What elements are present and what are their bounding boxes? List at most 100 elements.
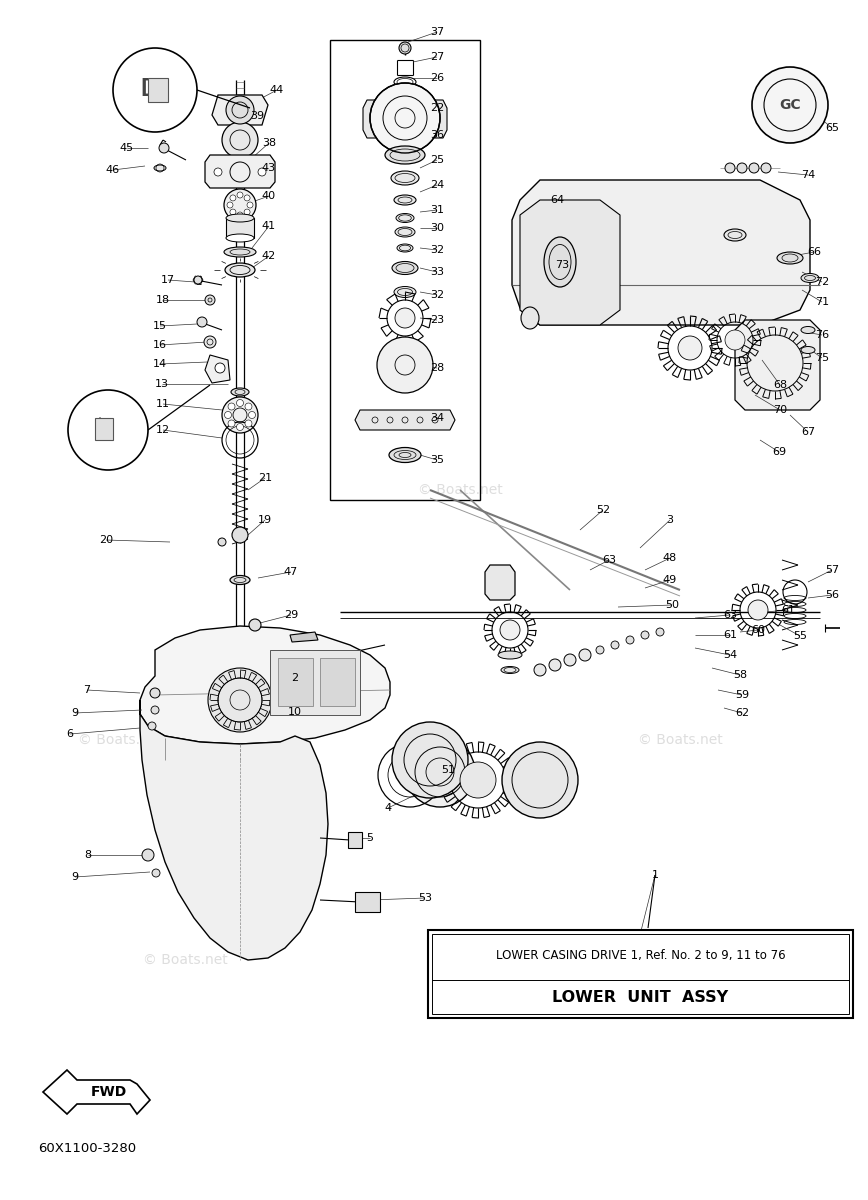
- Circle shape: [249, 619, 261, 631]
- Circle shape: [204, 336, 216, 348]
- Circle shape: [258, 168, 266, 176]
- Text: 44: 44: [270, 85, 284, 95]
- Text: 27: 27: [430, 52, 444, 62]
- Text: 2: 2: [292, 673, 299, 683]
- Circle shape: [596, 646, 604, 654]
- Text: 58: 58: [733, 670, 747, 680]
- Text: 7: 7: [83, 685, 90, 695]
- Text: 3: 3: [667, 515, 674, 526]
- Ellipse shape: [394, 194, 416, 205]
- Circle shape: [159, 143, 169, 152]
- Text: |: |: [160, 83, 164, 97]
- Text: 56: 56: [825, 590, 839, 600]
- Ellipse shape: [501, 666, 519, 673]
- Circle shape: [247, 202, 253, 208]
- Text: LOWER  UNIT  ASSY: LOWER UNIT ASSY: [552, 990, 728, 1006]
- Circle shape: [678, 336, 702, 360]
- Text: 24: 24: [430, 180, 444, 190]
- Polygon shape: [140, 626, 390, 744]
- Text: 14: 14: [153, 359, 167, 370]
- Text: FWD: FWD: [91, 1085, 127, 1099]
- Circle shape: [236, 400, 244, 407]
- Text: © Boats.net: © Boats.net: [77, 733, 162, 746]
- Ellipse shape: [225, 263, 255, 277]
- Circle shape: [228, 420, 235, 427]
- Polygon shape: [140, 700, 328, 960]
- Circle shape: [214, 168, 222, 176]
- Circle shape: [534, 664, 546, 676]
- Text: 43: 43: [262, 163, 276, 173]
- Text: 65: 65: [825, 122, 839, 133]
- Circle shape: [215, 362, 225, 373]
- Polygon shape: [226, 218, 254, 238]
- Circle shape: [500, 620, 520, 640]
- Text: 60: 60: [751, 625, 765, 635]
- Circle shape: [737, 163, 747, 173]
- Text: └: └: [95, 419, 105, 437]
- Circle shape: [611, 641, 619, 649]
- Circle shape: [245, 420, 252, 427]
- Text: 72: 72: [815, 277, 829, 287]
- Text: 34: 34: [430, 413, 444, 422]
- Circle shape: [549, 659, 561, 671]
- Text: 25: 25: [430, 155, 444, 164]
- Circle shape: [228, 403, 235, 410]
- Polygon shape: [290, 632, 318, 642]
- Text: 28: 28: [430, 362, 444, 373]
- Text: 12: 12: [156, 425, 170, 434]
- Bar: [278, 658, 313, 706]
- Circle shape: [752, 67, 828, 143]
- Text: 62: 62: [735, 708, 749, 718]
- Ellipse shape: [231, 388, 249, 396]
- Ellipse shape: [777, 252, 803, 264]
- Text: 11: 11: [156, 398, 170, 409]
- Text: 9: 9: [71, 708, 79, 718]
- Text: 1: 1: [652, 870, 659, 880]
- Text: 74: 74: [801, 170, 815, 180]
- Ellipse shape: [394, 287, 416, 298]
- Text: 63: 63: [602, 554, 616, 565]
- Circle shape: [113, 48, 197, 132]
- Text: © Boats.net: © Boats.net: [488, 953, 572, 967]
- Text: 37: 37: [430, 26, 444, 37]
- Ellipse shape: [389, 448, 421, 462]
- Ellipse shape: [396, 214, 414, 222]
- Text: 71: 71: [815, 296, 829, 307]
- Text: 8: 8: [84, 850, 91, 860]
- Text: 33: 33: [430, 266, 444, 277]
- Text: 63: 63: [723, 610, 737, 620]
- Text: 66: 66: [807, 247, 821, 257]
- Text: 50: 50: [665, 600, 679, 610]
- Circle shape: [377, 337, 433, 392]
- Text: 38: 38: [262, 138, 276, 148]
- Text: 32: 32: [430, 245, 444, 254]
- Polygon shape: [735, 320, 820, 410]
- Text: 36: 36: [430, 130, 444, 140]
- Ellipse shape: [397, 244, 413, 252]
- Circle shape: [244, 209, 250, 215]
- Text: 67: 67: [801, 427, 815, 437]
- Text: 32: 32: [430, 290, 444, 300]
- Ellipse shape: [395, 227, 415, 236]
- Text: 9: 9: [71, 872, 79, 882]
- Text: 18: 18: [156, 295, 170, 305]
- Circle shape: [237, 212, 243, 218]
- Circle shape: [68, 390, 148, 470]
- Text: GC: GC: [779, 98, 801, 112]
- Circle shape: [626, 636, 634, 644]
- Text: 46: 46: [106, 164, 120, 175]
- Bar: [428, 930, 853, 1018]
- Circle shape: [725, 163, 735, 173]
- Circle shape: [208, 668, 272, 732]
- Ellipse shape: [224, 247, 256, 257]
- Text: 45: 45: [120, 143, 134, 152]
- Text: 47: 47: [284, 566, 298, 577]
- Circle shape: [370, 83, 440, 152]
- Polygon shape: [485, 565, 515, 600]
- Circle shape: [197, 317, 207, 326]
- Circle shape: [218, 538, 226, 546]
- Circle shape: [230, 194, 236, 200]
- Text: © Boats.net: © Boats.net: [142, 953, 227, 967]
- Text: 30: 30: [430, 223, 444, 233]
- Ellipse shape: [801, 274, 819, 282]
